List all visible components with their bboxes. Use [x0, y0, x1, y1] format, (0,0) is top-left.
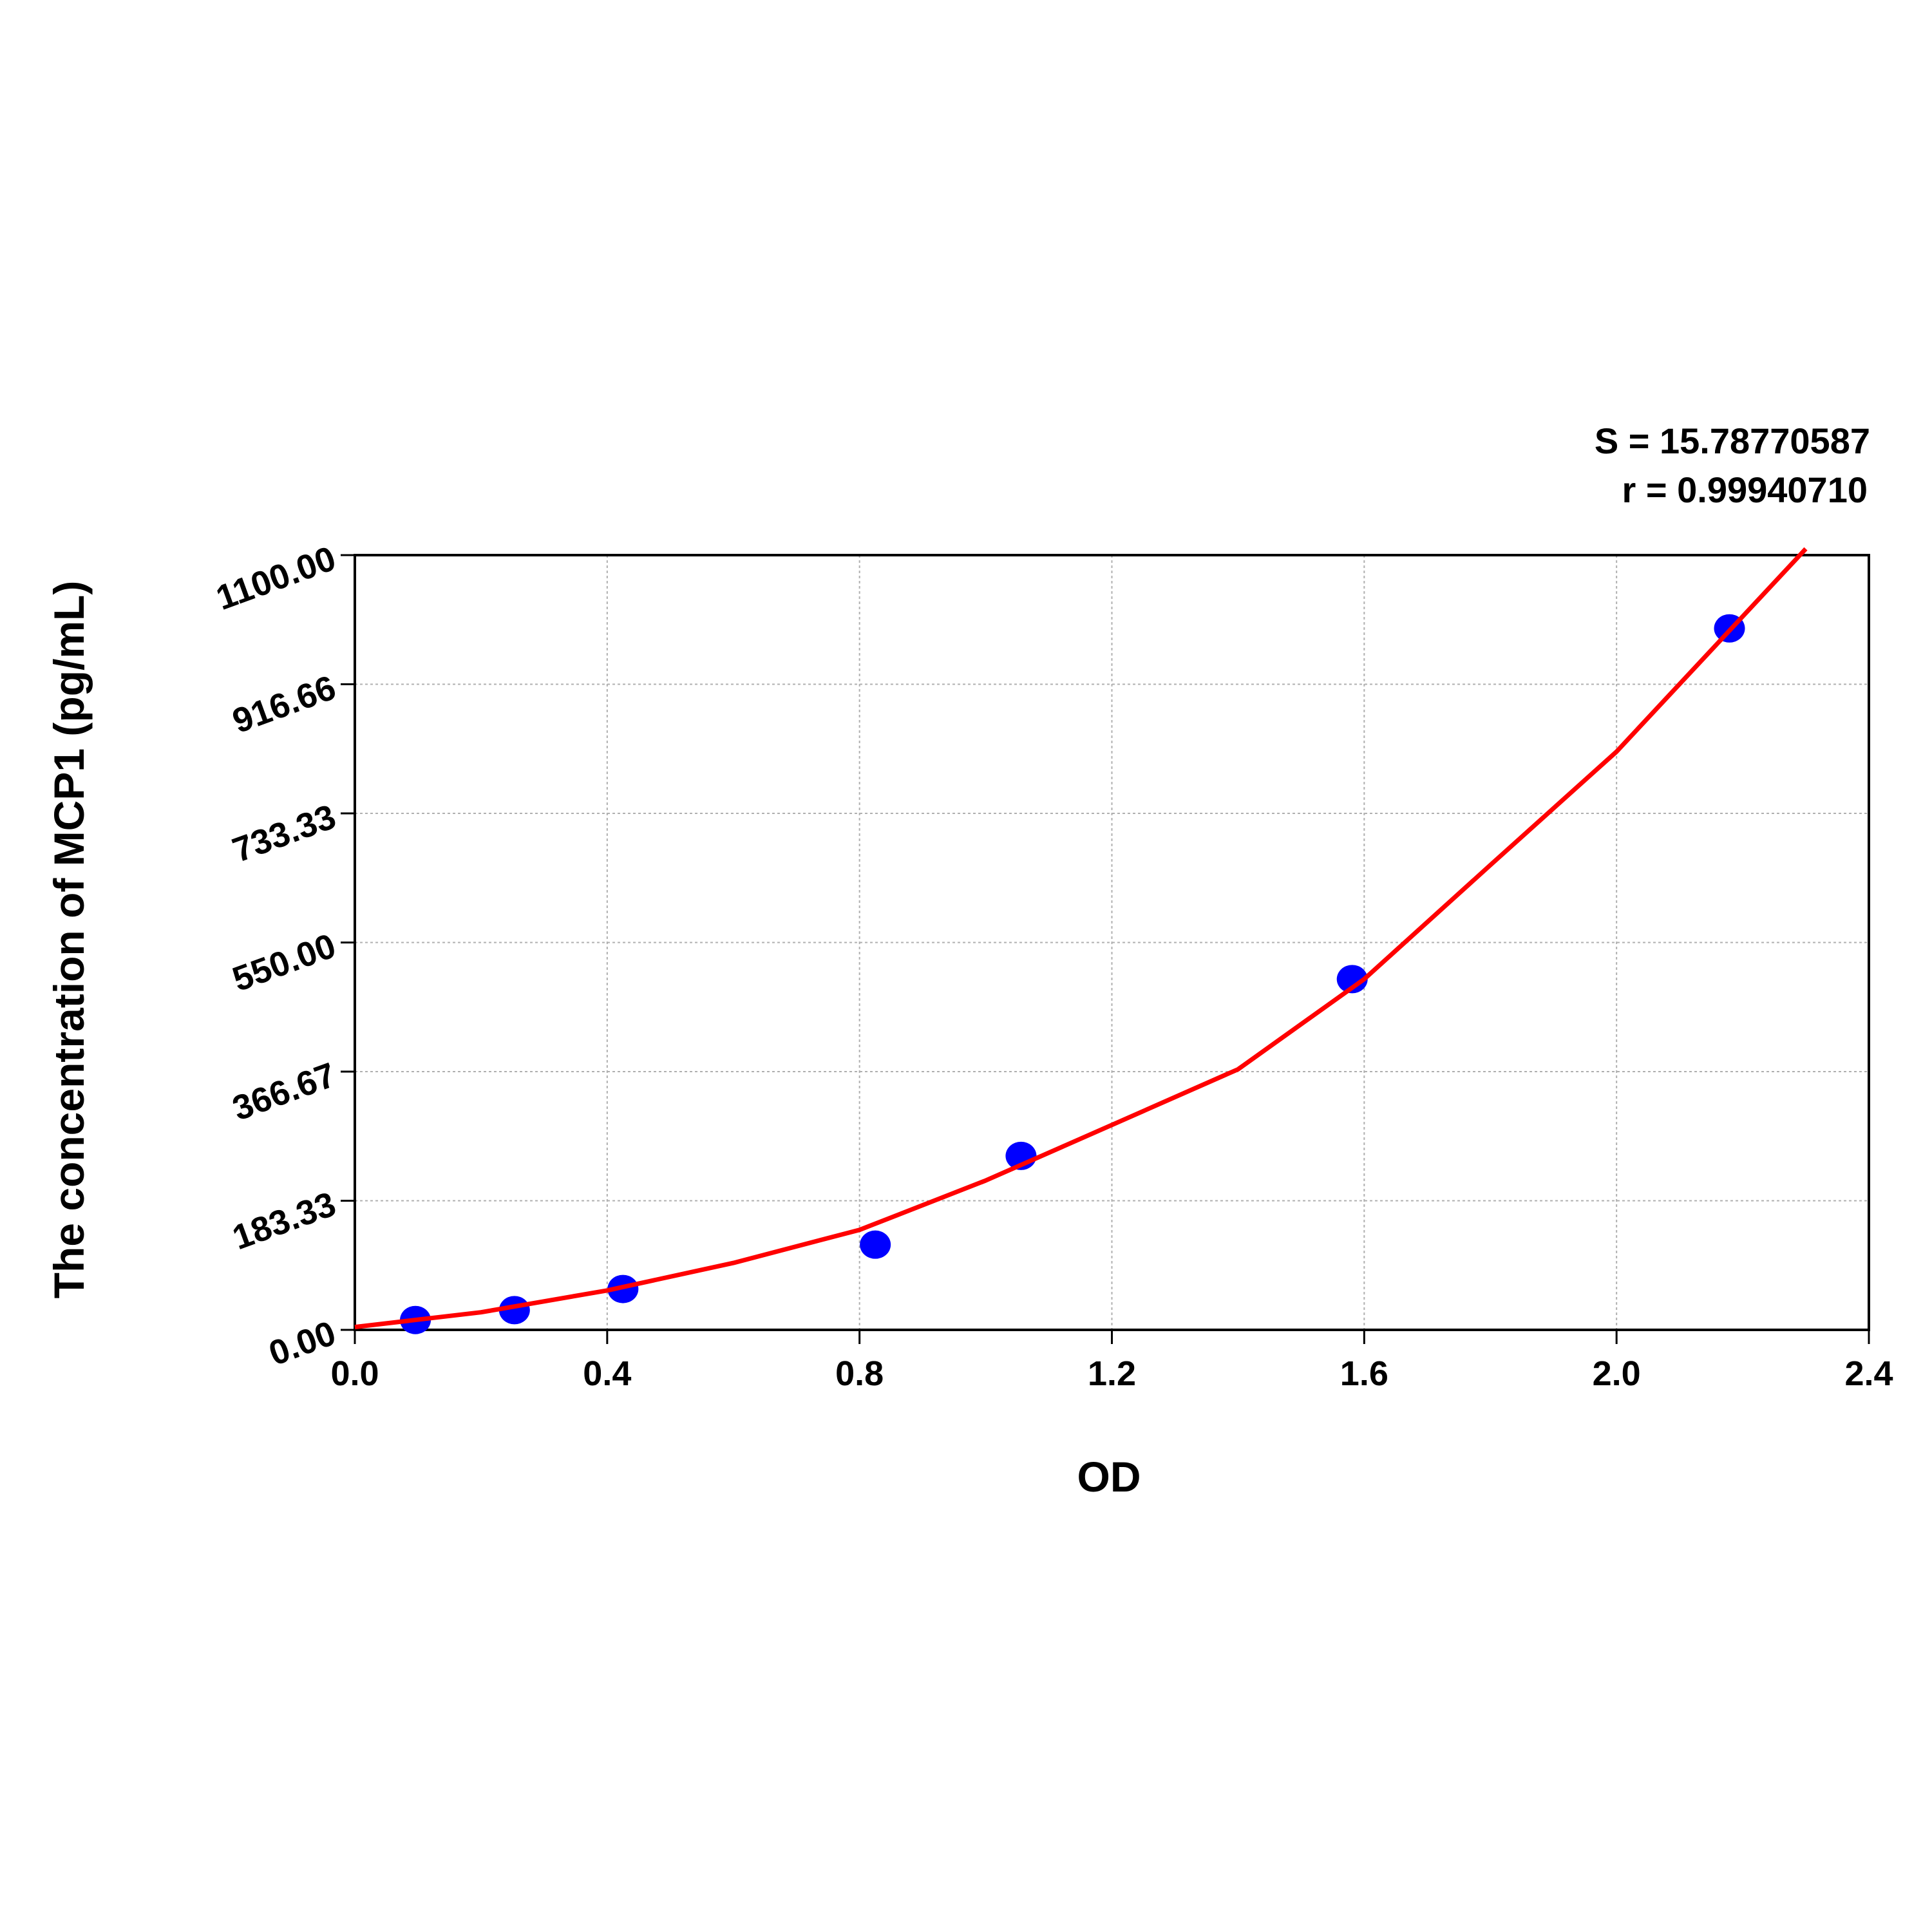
x-tick-label: 1.6 — [1340, 1354, 1388, 1393]
data-point — [860, 1230, 891, 1259]
x-tick-label: 2.0 — [1593, 1354, 1641, 1393]
plot-frame — [354, 554, 1870, 1331]
x-tick-label: 0.4 — [583, 1354, 631, 1393]
x-axis-title: OD — [1077, 1453, 1141, 1501]
annotation: S = 15.78770587 — [1595, 421, 1870, 461]
y-axis-title: The concentration of MCP1 (pg/mL) — [45, 581, 93, 1299]
x-tick-label: 2.4 — [1844, 1354, 1893, 1393]
x-tick-label: 1.2 — [1088, 1354, 1136, 1393]
x-tick-label: 0.8 — [835, 1354, 884, 1393]
x-tick-label: 0.0 — [330, 1354, 379, 1393]
annotation: r = 0.99940710 — [1622, 469, 1868, 510]
fit-curve — [354, 547, 1808, 1330]
data-point — [1336, 965, 1368, 994]
